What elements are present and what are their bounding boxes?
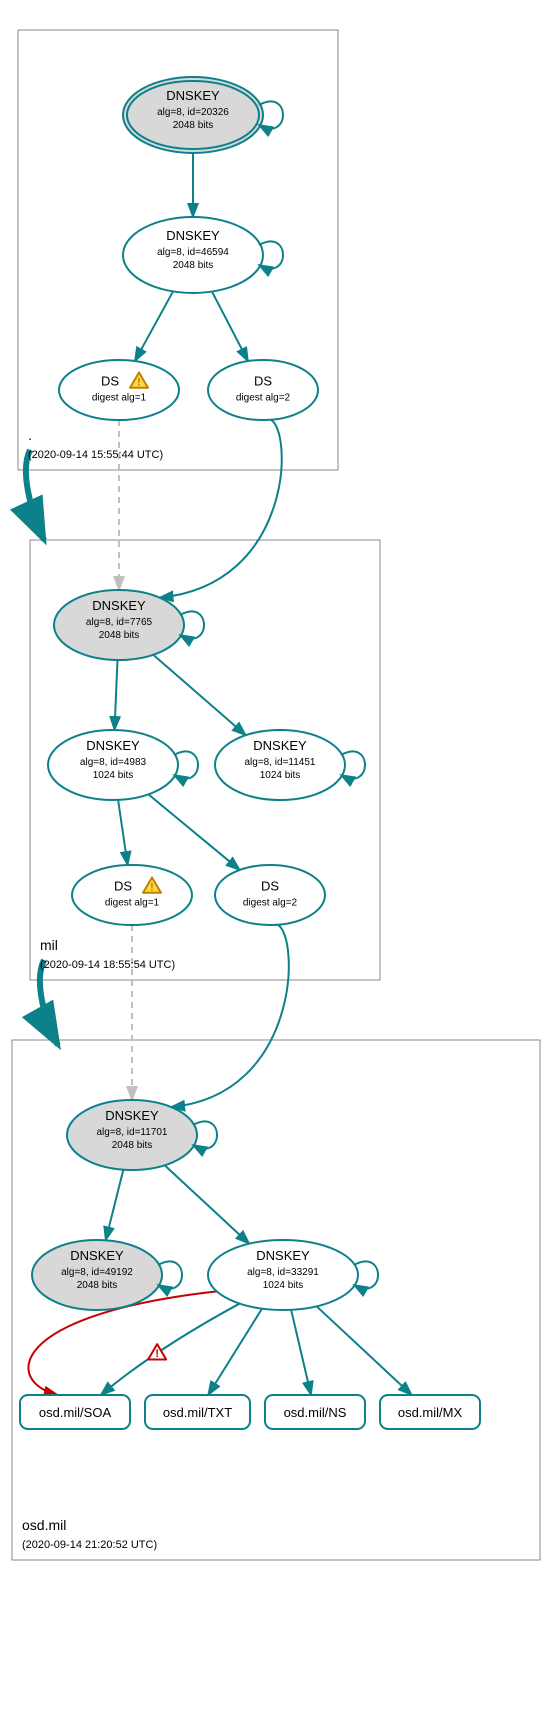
node-n2-sub2: 2048 bits <box>173 260 214 271</box>
edge-n2-n3-1 <box>135 291 173 361</box>
node-n12-sub1: alg=8, id=33291 <box>247 1267 319 1278</box>
zone-label-osdmil: osd.mil <box>22 1517 66 1533</box>
diagram-canvas: ! DNSKEY alg=8, id=20326 2048 bits DNSKEY alg… <box>0 0 547 1732</box>
node-n3-title: DS <box>101 374 119 389</box>
node-n12-title: DNSKEY <box>256 1248 310 1263</box>
node-n10-title: DNSKEY <box>105 1108 159 1123</box>
node-n5-sub2: 2048 bits <box>99 630 140 641</box>
node-n5-title: DNSKEY <box>92 598 146 613</box>
node-n6-sub2: 1024 bits <box>93 770 134 781</box>
node-n9-sub1: digest alg=2 <box>243 898 298 909</box>
warning-mark: ! <box>150 882 154 894</box>
node-n11-sub2: 2048 bits <box>77 1280 118 1291</box>
leaf-l3-label: osd.mil/NS <box>284 1405 347 1420</box>
node-n2-sub1: alg=8, id=46594 <box>157 247 229 258</box>
edge-n10-n12-12 <box>165 1165 250 1243</box>
node-n11-sub1: alg=8, id=49192 <box>61 1267 133 1278</box>
zone-arrow-0 <box>26 450 44 540</box>
zone-timestamp-root: (2020-09-14 15:55:44 UTC) <box>28 449 163 461</box>
leaf-l2-label: osd.mil/TXT <box>163 1405 232 1420</box>
edge-n10-n11-11 <box>106 1170 124 1241</box>
node-n8 <box>72 865 192 925</box>
zone-timestamp-mil: (2020-09-14 18:55:54 UTC) <box>40 959 175 971</box>
node-n1-sub2: 2048 bits <box>173 120 214 131</box>
node-n9 <box>215 865 325 925</box>
node-n8-sub1: digest alg=1 <box>105 898 160 909</box>
edge-n5-n7-6 <box>153 655 246 735</box>
edge-n9-n10-10 <box>171 925 289 1107</box>
zone-label-mil: mil <box>40 937 58 953</box>
node-n1-sub1: alg=8, id=20326 <box>157 107 229 118</box>
node-n7-sub2: 1024 bits <box>260 770 301 781</box>
node-n11-title: DNSKEY <box>70 1248 124 1263</box>
warning-mark: ! <box>137 377 141 389</box>
node-n6-sub1: alg=8, id=4983 <box>80 757 147 768</box>
edge-n6-n9-8 <box>148 794 239 870</box>
warning-mark: ! <box>155 1348 159 1360</box>
edge-n6-n8-7 <box>118 800 128 865</box>
node-n10-sub1: alg=8, id=11701 <box>97 1127 168 1138</box>
node-n9-title: DS <box>261 879 279 894</box>
edge-n12-l3-16 <box>291 1310 311 1395</box>
node-n2-title: DNSKEY <box>166 228 220 243</box>
node-n4-title: DS <box>254 374 272 389</box>
zone-timestamp-osdmil: (2020-09-14 21:20:52 UTC) <box>22 1539 157 1551</box>
node-n7-sub1: alg=8, id=11451 <box>245 757 316 768</box>
node-n10-sub2: 2048 bits <box>112 1140 153 1151</box>
node-n5-sub1: alg=8, id=7765 <box>86 617 153 628</box>
node-n12-sub2: 1024 bits <box>263 1280 304 1291</box>
node-n3-sub1: digest alg=1 <box>92 393 147 404</box>
node-n6-title: DNSKEY <box>86 738 140 753</box>
edge-n2-n4-2 <box>212 292 248 362</box>
edge-n12-l2-15 <box>208 1309 262 1395</box>
edge-n4-n5-4 <box>160 420 282 598</box>
leaf-l1-label: osd.mil/SOA <box>39 1405 112 1420</box>
node-n7-title: DNSKEY <box>253 738 307 753</box>
edge-n12-l4-17 <box>317 1306 412 1395</box>
leaf-l4-label: osd.mil/MX <box>398 1405 463 1420</box>
edge-n12-l1-14 <box>101 1304 240 1395</box>
edge-n5-n6-5 <box>114 660 117 730</box>
zone-arrow-1 <box>40 960 58 1045</box>
zone-label-root: . <box>28 427 32 443</box>
node-n3 <box>59 360 179 420</box>
node-n1-title: DNSKEY <box>166 88 220 103</box>
node-layer: ! DNSKEY alg=8, id=20326 2048 bits DNSKEY alg… <box>20 77 480 1429</box>
node-n8-title: DS <box>114 879 132 894</box>
node-n4-sub1: digest alg=2 <box>236 393 291 404</box>
node-n4 <box>208 360 318 420</box>
